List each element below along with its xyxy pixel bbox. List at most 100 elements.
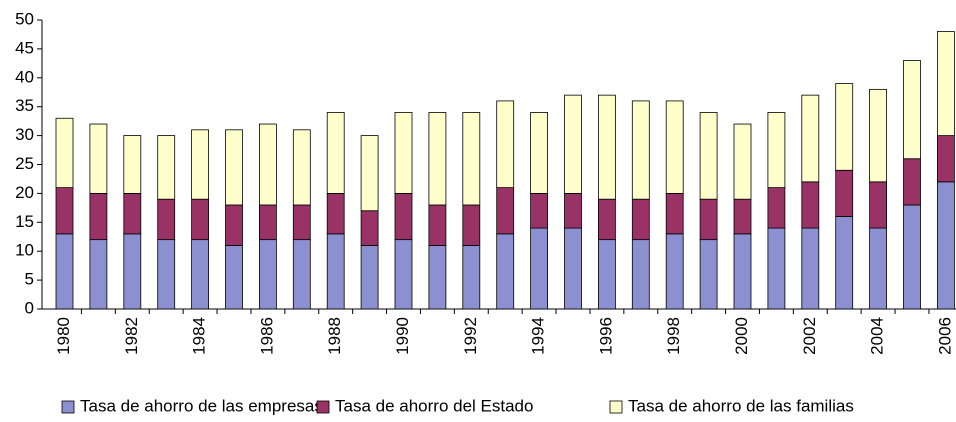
bar-segment xyxy=(733,198,752,235)
bar-segment xyxy=(869,181,887,229)
bar-segment xyxy=(733,233,752,310)
bar-segment xyxy=(191,198,210,241)
bar-segment xyxy=(89,192,108,241)
bar-segment xyxy=(428,112,447,206)
bar-segment xyxy=(665,192,684,235)
bar-segment xyxy=(55,187,74,235)
bar-segment xyxy=(292,239,311,310)
bar-segment xyxy=(326,233,345,310)
y-tick-label: 35 xyxy=(15,96,34,115)
x-tick-label: 1988 xyxy=(325,317,344,355)
bar-segment xyxy=(903,158,921,206)
bar-segment xyxy=(225,129,243,206)
x-tick-label: 1998 xyxy=(664,317,683,355)
bar-segment xyxy=(225,245,243,310)
bar-segment xyxy=(191,129,210,200)
y-tick-label: 20 xyxy=(15,183,34,202)
bar-segment xyxy=(123,233,142,310)
bar-segment xyxy=(292,204,311,241)
y-tick-label: 45 xyxy=(15,38,34,57)
bar-segment xyxy=(801,227,820,310)
bar-segment xyxy=(394,192,413,241)
bar-segment xyxy=(496,187,515,235)
bar-segment xyxy=(191,239,210,310)
y-tick-label: 15 xyxy=(15,212,34,231)
y-tick-label: 0 xyxy=(25,298,34,317)
bar-segment xyxy=(631,100,650,200)
bar-segment xyxy=(496,233,515,310)
bar-segment xyxy=(462,204,481,246)
bar-segment xyxy=(835,169,854,217)
bar-segment xyxy=(225,204,243,246)
bar-segment xyxy=(326,192,345,235)
bar-segment xyxy=(360,135,379,212)
bar-segment xyxy=(530,192,548,229)
bar-segment xyxy=(869,227,887,310)
y-tick-label: 30 xyxy=(15,125,34,144)
x-tick-label: 1986 xyxy=(257,317,276,355)
bar-segment xyxy=(496,100,515,189)
bar-segment xyxy=(665,100,684,194)
bar-segment xyxy=(394,239,413,310)
bar-segment xyxy=(767,187,786,229)
bar-segment xyxy=(835,83,854,171)
x-tick-label: 1992 xyxy=(461,317,480,355)
bar-segment xyxy=(767,112,786,189)
bar-segment xyxy=(937,31,955,137)
bar-segment xyxy=(394,112,413,194)
x-tick-label: 2002 xyxy=(800,317,819,355)
bar-segment xyxy=(428,245,447,310)
bar-segment xyxy=(665,233,684,310)
legend-swatch xyxy=(316,400,330,414)
x-tick-label: 2000 xyxy=(732,317,751,355)
y-tick-label: 50 xyxy=(15,9,34,28)
bar-segment xyxy=(937,135,955,183)
x-tick-label: 2004 xyxy=(868,317,887,355)
bar-segment xyxy=(699,239,718,310)
y-tick-label: 25 xyxy=(15,154,34,173)
bar-segment xyxy=(767,227,786,310)
legend-swatch xyxy=(609,400,623,414)
bar-segment xyxy=(937,181,955,310)
x-tick-label: 1980 xyxy=(54,317,73,355)
x-tick-label: 1990 xyxy=(393,317,412,355)
legend-label: Tasa de ahorro del Estado xyxy=(335,396,533,415)
bar-segment xyxy=(462,245,481,310)
x-tick-label: 1982 xyxy=(122,317,141,355)
bar-segment xyxy=(428,204,447,246)
bar-segment xyxy=(258,123,277,206)
bar-segment xyxy=(598,94,616,200)
bar-segment xyxy=(123,192,142,235)
bar-segment xyxy=(89,239,108,310)
bar-segment xyxy=(631,198,650,241)
bar-segment xyxy=(598,198,616,241)
bar-segment xyxy=(258,239,277,310)
bar-segment xyxy=(292,129,311,206)
bar-segment xyxy=(157,198,176,241)
bar-segment xyxy=(360,245,379,310)
bar-segment xyxy=(462,112,481,206)
x-tick-label: 2006 xyxy=(935,317,954,355)
bar-segment xyxy=(733,123,752,200)
bar-segment xyxy=(360,210,379,246)
y-tick-label: 10 xyxy=(15,241,34,260)
bar-segment xyxy=(835,216,854,310)
bar-segment xyxy=(326,112,345,194)
bar-segment xyxy=(530,112,548,194)
bar-segment xyxy=(801,94,820,183)
bar-segment xyxy=(869,88,887,183)
bar-segment xyxy=(564,192,582,229)
x-tick-label: 1996 xyxy=(596,317,615,355)
bar-segment xyxy=(530,227,548,310)
legend-swatch xyxy=(61,400,75,414)
bar-segment xyxy=(564,94,582,194)
bar-segment xyxy=(564,227,582,310)
y-tick-label: 5 xyxy=(25,270,34,289)
y-tick-label: 40 xyxy=(15,67,34,86)
legend-label: Tasa de ahorro de las empresas xyxy=(80,396,323,415)
bar-segment xyxy=(157,239,176,310)
bar-segment xyxy=(89,123,108,194)
bar-segment xyxy=(699,198,718,241)
x-tick-label: 1984 xyxy=(190,317,209,355)
